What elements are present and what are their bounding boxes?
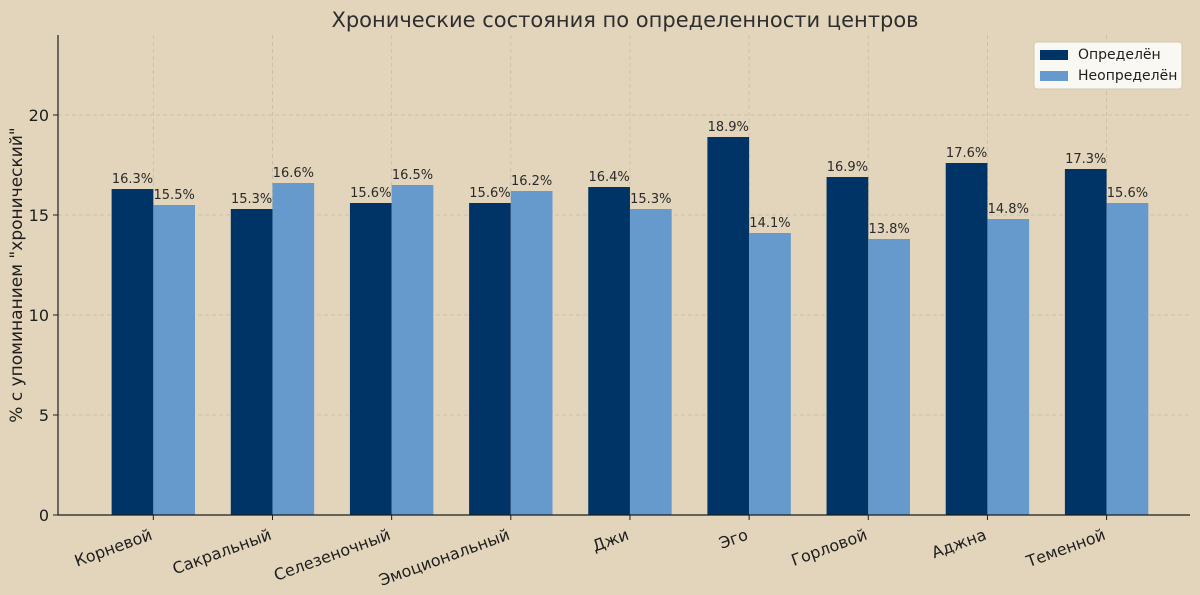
- x-tick-label: Теменной: [1023, 525, 1108, 571]
- data-label: 14.8%: [988, 202, 1029, 217]
- data-label: 16.4%: [588, 170, 629, 185]
- y-tick-label: 0: [39, 506, 49, 525]
- legend: Определён Неопределён: [1033, 41, 1183, 90]
- chart-title: Хронические состояния по определенности …: [331, 8, 918, 32]
- data-label: 16.3%: [112, 172, 153, 187]
- y-axis-label: % с упоминанием "хронический": [7, 127, 27, 422]
- bars-layer: [111, 137, 1149, 515]
- y-tick-label: 5: [39, 406, 49, 425]
- y-tick-label: 20: [29, 106, 49, 125]
- bar-defined: [588, 187, 630, 515]
- bar-undefined: [272, 183, 315, 515]
- bar-undefined: [153, 205, 196, 515]
- bar-undefined: [629, 209, 672, 515]
- data-label: 16.6%: [273, 166, 314, 181]
- bar-undefined: [987, 219, 1030, 515]
- x-tick-label: Селезеночный: [271, 525, 393, 585]
- data-label: 16.5%: [392, 168, 433, 183]
- x-tick-label: Корневой: [72, 525, 155, 571]
- x-tick-label: Аджна: [929, 525, 989, 562]
- y-tick-label: 10: [29, 306, 49, 325]
- x-tick-label: Джи: [590, 525, 632, 556]
- bar-undefined: [749, 233, 791, 515]
- data-label: 15.6%: [469, 186, 510, 201]
- bar-undefined: [1106, 203, 1149, 515]
- bar-defined: [945, 163, 988, 515]
- data-label: 15.5%: [154, 188, 195, 203]
- bar-defined: [349, 203, 392, 515]
- bar-defined: [1064, 169, 1107, 515]
- data-label: 13.8%: [868, 222, 909, 237]
- data-label: 16.9%: [827, 160, 868, 175]
- data-label: 15.6%: [350, 186, 391, 201]
- data-label: 15.3%: [231, 192, 272, 207]
- bar-undefined: [510, 191, 553, 515]
- bar-defined: [111, 189, 154, 515]
- bar-defined: [230, 209, 273, 515]
- data-label: 15.3%: [630, 192, 671, 207]
- x-tick-label: Сакральный: [170, 525, 274, 578]
- x-tick-label: Эмоциональный: [376, 525, 512, 590]
- legend-swatch: [1040, 50, 1068, 60]
- legend-label: Определён: [1078, 47, 1161, 63]
- y-tick-label: 15: [29, 206, 49, 225]
- data-labels-layer: 16.3%15.5% 15.3%16.6%15.6%16.5%15.6%16.2%…: [112, 120, 1148, 237]
- data-label: 18.9%: [708, 120, 749, 135]
- data-label: 15.6%: [1107, 186, 1148, 201]
- legend-box: [1033, 41, 1183, 90]
- legend-swatch: [1040, 71, 1068, 81]
- bar-undefined: [868, 239, 910, 515]
- data-label: 17.3%: [1065, 152, 1106, 167]
- x-tick-label: Эго: [716, 525, 750, 553]
- data-label: 16.2%: [511, 174, 552, 189]
- legend-label: Неопределён: [1078, 68, 1177, 84]
- data-label: 17.6%: [946, 146, 987, 161]
- data-label: 14.1%: [749, 216, 790, 231]
- bar-defined: [469, 203, 511, 515]
- bar-defined: [826, 177, 869, 515]
- bar-defined: [707, 137, 750, 515]
- bar-undefined: [391, 185, 434, 515]
- x-tick-label: Горловой: [789, 525, 870, 570]
